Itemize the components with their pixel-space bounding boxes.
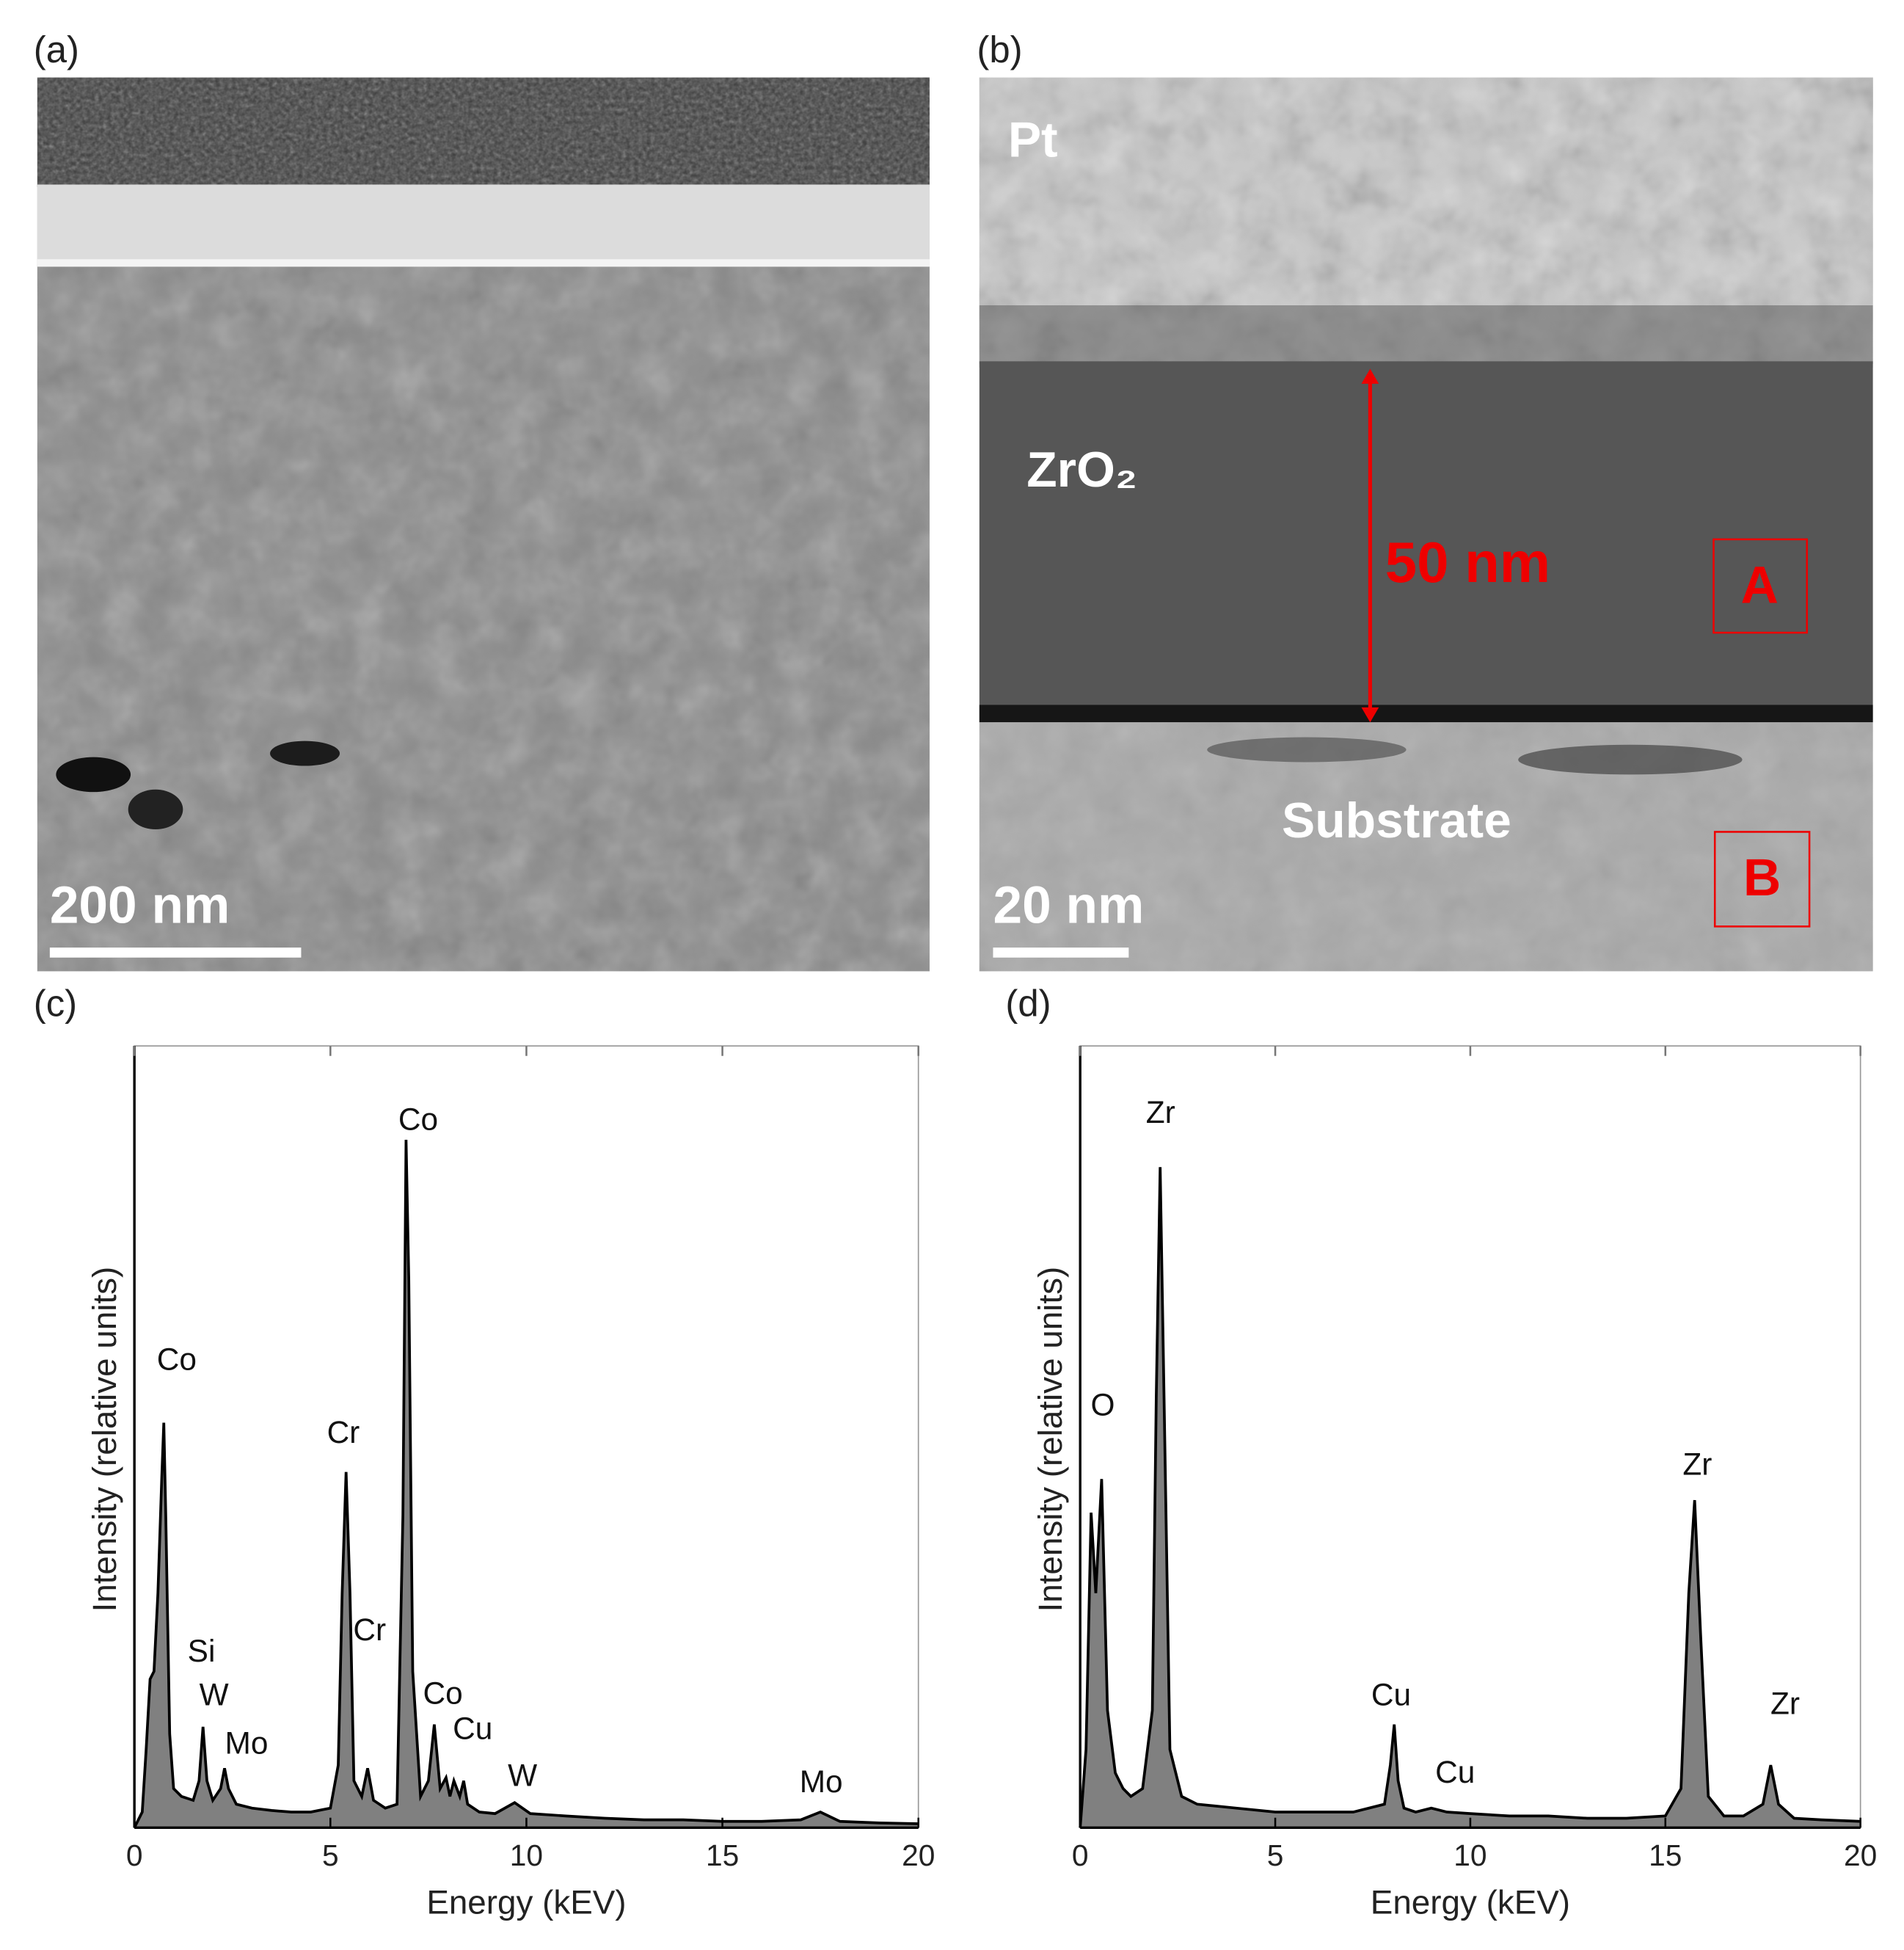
x-tick-label: 10 [510,1838,543,1872]
tem-image-a: 200 nm [37,77,930,972]
x-tick-label: 20 [902,1838,935,1872]
x-tick-label: 15 [706,1838,739,1872]
spectrum-area [134,1139,919,1828]
peak-label: Co [398,1102,438,1137]
peak-label: Mo [225,1726,269,1761]
region-label: A [1741,557,1779,615]
peak-label: Co [157,1342,197,1377]
layer-label: Pt [1008,112,1058,167]
peak-label: Si [188,1634,216,1668]
tem-image-b: Pt ZrO₂ 50 nm A Substrate B 20 nm [979,77,1873,972]
scale-bar-label: 20 nm [993,876,1144,934]
x-tick-label: 0 [126,1838,143,1872]
peak-label: Cu [1371,1678,1411,1712]
x-tick-label: 10 [1453,1838,1487,1872]
layer-label: ZrO₂ [1026,443,1137,498]
thickness-label: 50 nm [1385,530,1550,594]
spectrum-line [133,1139,919,1829]
peak-label: Mo [800,1764,843,1799]
region-label: B [1743,849,1781,907]
peak-label: Co [423,1676,463,1711]
panel-label: (d) [1005,982,1051,1024]
x-axis-label: Energy (kEV) [1371,1884,1570,1921]
spectrum-line [1079,1167,1861,1828]
peak-label: Zr [1146,1095,1175,1129]
plot-frame [134,1045,919,1829]
y-axis-label: Intensity (relative units) [86,1267,123,1612]
y-axis-label: Intensity (relative units) [1032,1267,1069,1612]
peak-label: Cu [1435,1755,1475,1789]
peak-label: O [1091,1387,1115,1422]
peak-label: Zr [1770,1686,1800,1720]
peak-label: Cr [353,1612,386,1647]
peak-label: Cr [327,1415,360,1449]
peak-label: Cu [453,1711,492,1745]
panel-label: (b) [977,29,1022,70]
spectrum-area [1080,1167,1861,1828]
x-tick-label: 0 [1072,1838,1089,1872]
layer-label: Substrate [1282,793,1511,848]
panel-label: (c) [34,982,77,1024]
peak-label: W [200,1678,229,1712]
x-axis-label: Energy (kEV) [426,1884,626,1921]
x-tick-label: 20 [1844,1838,1877,1872]
plot-frame [1079,1045,1861,1829]
scale-bar-label: 200 nm [50,876,230,934]
peak-label: Zr [1682,1447,1712,1481]
x-tick-label: 5 [1267,1838,1284,1872]
panel-label: (a) [34,29,79,70]
x-tick-label: 5 [322,1838,339,1872]
x-tick-label: 15 [1649,1838,1682,1872]
peak-label: W [508,1758,537,1792]
